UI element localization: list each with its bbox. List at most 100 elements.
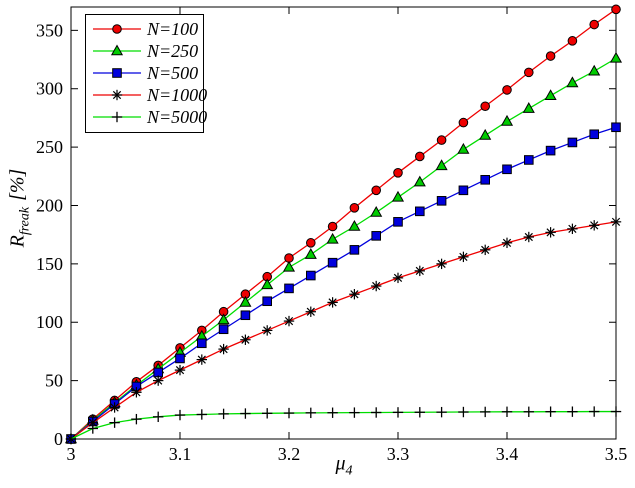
- circle-marker: [611, 4, 621, 15]
- asterisk-marker: [392, 272, 404, 284]
- y-tick-label: 150: [36, 254, 63, 274]
- triangle-marker: [435, 159, 448, 171]
- triangle-marker: [239, 295, 252, 307]
- legend-label: N=1000: [147, 84, 208, 105]
- square-marker: [393, 217, 403, 227]
- triangle-marker: [391, 190, 405, 202]
- asterisk-marker: [480, 244, 491, 256]
- square-marker: [545, 145, 556, 156]
- plus-marker: [65, 433, 77, 445]
- legend-entry-n-250: N=250: [86, 40, 203, 62]
- plus-marker: [610, 406, 622, 417]
- asterisk-marker: [218, 343, 229, 355]
- triangle-marker: [304, 247, 317, 259]
- circle-marker: [502, 85, 512, 95]
- y-axis-label-sub: freak: [17, 206, 33, 236]
- asterisk-marker: [349, 289, 360, 300]
- plus-marker: [349, 407, 360, 418]
- legend-line-sample: [93, 111, 141, 123]
- plus-marker: [567, 406, 578, 417]
- square-marker: [480, 175, 490, 185]
- square-marker: [240, 310, 251, 321]
- y-tick-label: 200: [36, 195, 63, 215]
- square-marker: [175, 353, 185, 364]
- circle-marker: [349, 203, 360, 213]
- plus-marker: [480, 406, 491, 418]
- square-marker: [458, 185, 469, 196]
- plus-marker: [218, 408, 229, 420]
- x-tick-label: 3.5: [605, 444, 628, 464]
- plus-marker: [153, 411, 164, 423]
- triangle-marker: [588, 64, 601, 76]
- square-marker: [349, 245, 360, 255]
- x-axis-label: μ4: [335, 453, 352, 480]
- plus-marker: [371, 407, 382, 418]
- square-marker: [112, 68, 122, 78]
- square-marker: [197, 338, 207, 349]
- triangle-marker: [500, 114, 514, 126]
- triangle-marker: [566, 76, 579, 88]
- circle-marker: [415, 151, 425, 162]
- asterisk-marker: [240, 334, 251, 345]
- asterisk-marker: [131, 387, 142, 398]
- x-tick-label: 3.1: [169, 444, 192, 464]
- asterisk-marker: [283, 315, 295, 327]
- asterisk-marker: [567, 223, 578, 235]
- triangle-marker: [544, 89, 557, 101]
- y-tick-label: 100: [36, 312, 63, 332]
- asterisk-marker: [305, 306, 316, 317]
- asterisk-marker: [111, 89, 123, 101]
- plus-marker: [392, 407, 404, 418]
- legend-line-sample: [93, 68, 141, 78]
- plus-marker: [131, 413, 142, 425]
- square-marker: [524, 155, 534, 165]
- y-axis-label-base: R: [6, 235, 29, 248]
- x-tick-label: 3.2: [278, 444, 301, 464]
- legend: N=100 N=250 N=500 N=1000 N=5000: [85, 14, 208, 133]
- plus-marker: [414, 407, 425, 418]
- plus-marker: [111, 111, 123, 123]
- plus-marker: [523, 406, 534, 417]
- asterisk-marker: [545, 227, 556, 238]
- legend-label: N=500: [147, 62, 199, 83]
- y-tick-label: 300: [36, 79, 63, 99]
- plus-marker: [262, 408, 273, 419]
- circle-marker: [589, 19, 600, 30]
- square-marker: [284, 283, 294, 294]
- y-axis-label: Rfreak [%]: [7, 169, 34, 248]
- legend-line-sample: [93, 24, 141, 34]
- triangle-marker: [348, 219, 361, 231]
- circle-marker: [306, 238, 316, 248]
- y-tick-label: 0: [54, 429, 63, 449]
- circle-marker: [436, 135, 447, 145]
- triangle-marker: [479, 128, 492, 140]
- asterisk-marker: [523, 231, 534, 243]
- plus-marker: [196, 409, 207, 420]
- asterisk-marker: [153, 375, 164, 386]
- asterisk-marker: [109, 402, 120, 413]
- asterisk-marker: [174, 364, 186, 376]
- asterisk-marker: [371, 280, 382, 292]
- plus-marker: [545, 406, 556, 417]
- asterisk-marker: [262, 325, 273, 336]
- asterisk-marker: [327, 297, 338, 308]
- asterisk-marker: [589, 220, 600, 231]
- square-marker: [262, 296, 272, 307]
- circle-marker: [545, 51, 556, 61]
- x-axis-label-sub: 4: [345, 463, 353, 479]
- triangle-marker: [370, 205, 383, 217]
- square-marker: [502, 164, 512, 175]
- circle-marker: [112, 24, 122, 34]
- square-marker: [371, 231, 381, 241]
- square-marker: [415, 206, 425, 217]
- asterisk-marker: [414, 265, 425, 277]
- axis-ticks: 3 3.1 3.2 3.3 3.4 3.5 0 50 100 150 200 250 300 350: [36, 7, 627, 464]
- asterisk-marker: [196, 354, 207, 365]
- asterisk-marker: [501, 237, 513, 249]
- asterisk-marker: [610, 216, 622, 228]
- plus-marker: [589, 406, 600, 417]
- plus-marker: [436, 406, 447, 418]
- square-marker: [611, 122, 621, 133]
- x-tick-label: 3: [67, 444, 76, 464]
